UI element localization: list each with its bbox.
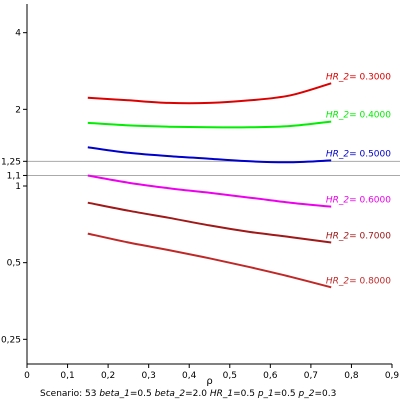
y-tick-label: 4 <box>15 29 21 39</box>
x-axis-title: ρ <box>206 376 212 387</box>
x-tick-label: 0,1 <box>60 371 74 381</box>
series-label: HR_2= 0.5000 <box>326 149 391 159</box>
x-tick-label: 0,6 <box>263 371 278 381</box>
series-label: HR_2= 0.7000 <box>326 231 391 241</box>
series-line <box>87 146 332 164</box>
series-label: HR_2= 0.6000 <box>326 196 391 206</box>
y-tick-label: 1,1 <box>7 171 21 181</box>
x-tick-label: 0,7 <box>304 371 318 381</box>
series-lines <box>87 82 332 289</box>
series-label: HR_2= 0.8000 <box>326 276 391 286</box>
y-tick-label: 1,25 <box>1 157 21 167</box>
x-tick-label: 0,3 <box>142 371 156 381</box>
x-tick-label: 0,8 <box>344 371 359 381</box>
series-line <box>87 201 332 244</box>
x-tick-label: 0,2 <box>101 371 115 381</box>
scenario-footer: Scenario: 53 beta_1=0.5 beta_2=2.0 HR_1=… <box>40 389 336 399</box>
series-label: HR_2= 0.3000 <box>326 72 391 82</box>
series-labels: HR_2= 0.3000 HR_2= 0.4000 HR_2= 0.5000 HR_2… <box>326 72 391 286</box>
reference-lines <box>27 160 400 176</box>
y-tick-label: 1 <box>15 182 21 192</box>
x-tick-label: 0 <box>24 371 30 381</box>
series-line <box>87 120 332 129</box>
x-tick-label: 0,9 <box>385 371 400 381</box>
y-tick-label: 0,25 <box>1 335 21 345</box>
x-tick-label: 0,4 <box>182 371 197 381</box>
series-line <box>87 174 332 208</box>
series-line <box>87 82 332 105</box>
y-tick-label: 2 <box>15 105 21 115</box>
x-tick-label: 0,5 <box>223 371 237 381</box>
axes: 0 0,1 0,2 0,3 0,4 0,5 0,6 0,7 0,8 0,9 0,25 0,5 11,1 1… <box>1 4 399 381</box>
series-line <box>87 232 332 289</box>
series-label: HR_2= 0.4000 <box>326 111 391 121</box>
y-tick-label: 0,5 <box>7 259 21 269</box>
